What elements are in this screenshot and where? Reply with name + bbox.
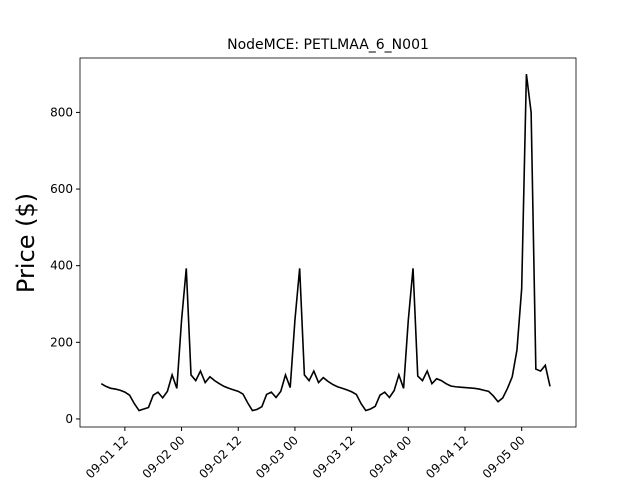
y-axis-label: Price ($) (12, 193, 40, 293)
y-tick-label: 0 (65, 412, 73, 426)
y-tick-label: 800 (50, 105, 73, 119)
x-tick-label: 09-03 00 (253, 433, 301, 480)
x-tick-label: 09-05 00 (480, 433, 528, 480)
x-tick-label: 09-04 00 (366, 433, 414, 480)
chart-title: NodeMCE: PETLMAA_6_N001 (227, 37, 429, 53)
y-tick-label: 400 (50, 259, 73, 273)
y-tick-label: 200 (50, 335, 73, 349)
x-tick-label: 09-04 12 (423, 433, 471, 480)
y-tick-label: 600 (50, 182, 73, 196)
x-tick-label: 09-01 12 (83, 433, 131, 480)
price-line (100, 73, 551, 412)
x-tick-label: 09-02 00 (140, 433, 188, 480)
plot-frame (79, 57, 577, 428)
x-tick-label: 09-03 12 (310, 433, 358, 480)
x-tick-label: 09-02 12 (196, 433, 244, 480)
